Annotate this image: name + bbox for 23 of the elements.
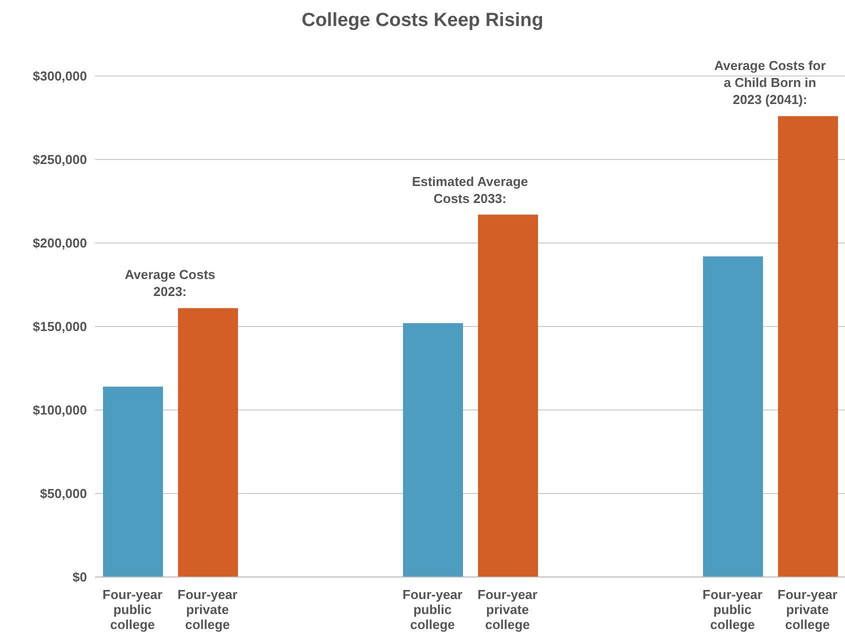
y-tick-label: $200,000 (32, 236, 87, 251)
bar (703, 256, 763, 577)
bar (778, 116, 838, 577)
bar (178, 308, 238, 577)
annotation: Average Costs for a Child Born in 2023 (2041): (713, 57, 827, 108)
bar (403, 323, 463, 577)
x-tick-label: Four-year public college (402, 587, 462, 632)
bar (103, 386, 163, 577)
annotation: Estimated Average Costs 2033: (410, 172, 530, 207)
y-tick-label: $300,000 (32, 68, 87, 84)
y-tick-label: $150,000 (32, 319, 87, 334)
x-tick-label: Four-year public college (702, 587, 762, 632)
y-tick-label: $0 (72, 570, 87, 585)
bar (478, 214, 538, 577)
x-tick-label: Four-year private college (478, 587, 538, 632)
y-tick-label: $250,000 (32, 152, 87, 168)
y-tick-label: $50,000 (40, 486, 87, 502)
chart-title: College Costs Keep Rising (300, 10, 544, 32)
x-tick-label: Four-year private college (178, 587, 238, 632)
x-tick-label: Four-year private college (778, 587, 838, 632)
annotation: Average Costs 2023: (124, 266, 216, 300)
y-tick-label: $100,000 (32, 402, 87, 418)
x-tick-label: Four-year public college (102, 587, 162, 632)
